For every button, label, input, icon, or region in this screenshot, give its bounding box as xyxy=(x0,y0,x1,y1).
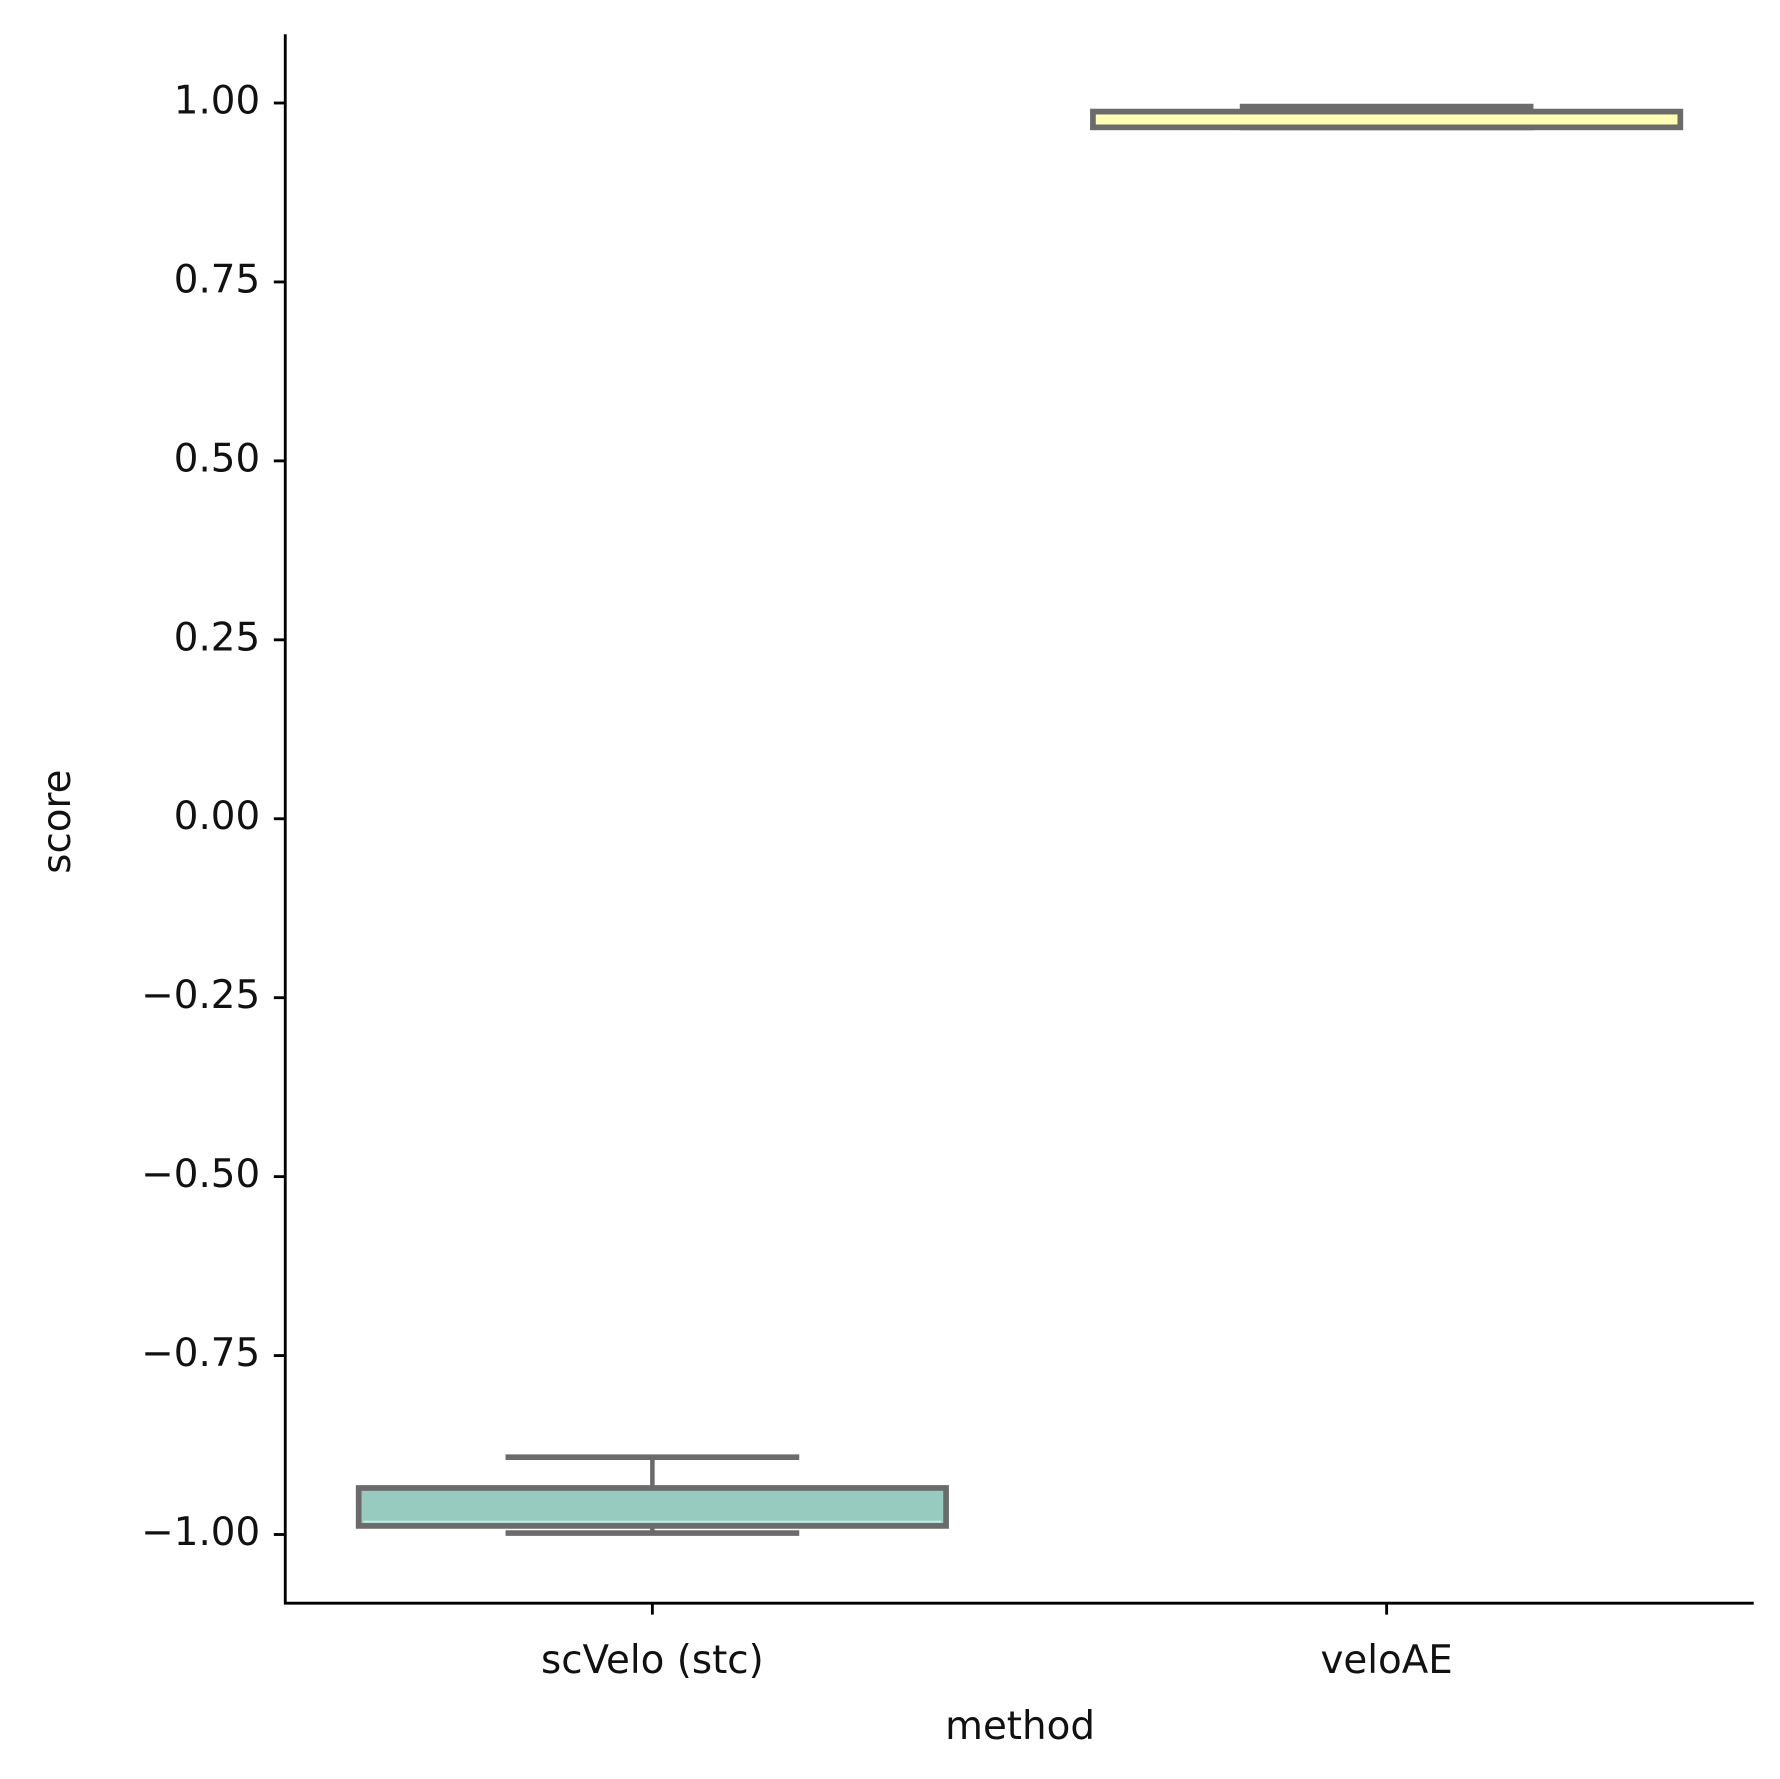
y-tick-label: 0.75 xyxy=(174,257,260,302)
x-tick-label: veloAE xyxy=(1320,1638,1452,1683)
x-axis-label: method xyxy=(945,1704,1095,1749)
y-tick-label: −1.00 xyxy=(141,1510,260,1555)
y-tick-label: 0.25 xyxy=(174,615,260,660)
y-tick-label: −0.75 xyxy=(141,1331,260,1376)
box xyxy=(355,1485,949,1529)
box xyxy=(1090,108,1684,131)
y-tick-label: −0.25 xyxy=(141,973,260,1018)
y-tick-label: −0.50 xyxy=(141,1152,260,1197)
y-axis-label: score xyxy=(35,769,80,873)
x-tick-label: scVelo (stc) xyxy=(541,1638,764,1683)
y-tick-label: 0.00 xyxy=(174,794,260,839)
y-tick-label: 1.00 xyxy=(174,79,260,124)
y-tick-label: 0.50 xyxy=(174,436,260,481)
